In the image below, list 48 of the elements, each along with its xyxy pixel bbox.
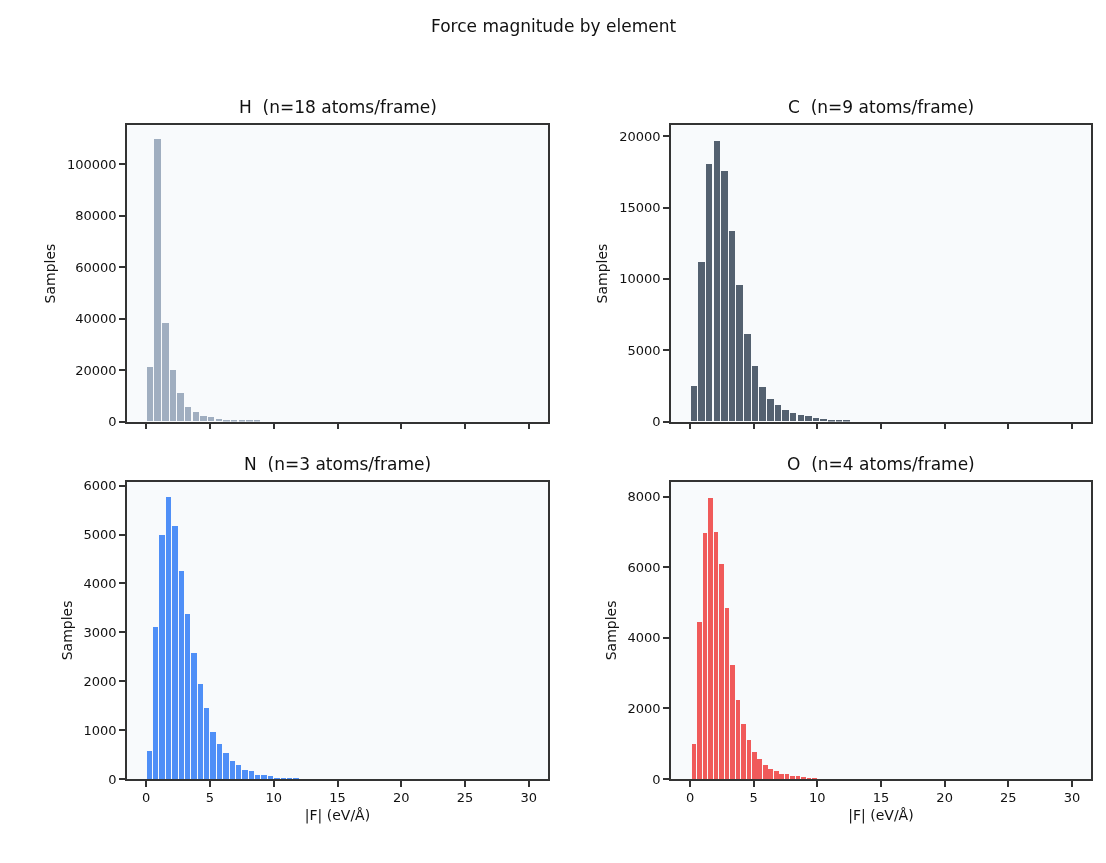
y-tick-label: 20000 — [619, 128, 661, 144]
x-tick-label: 15 — [329, 790, 346, 806]
y-tick-label: 6000 — [83, 478, 117, 494]
x-tick-label: 15 — [872, 790, 890, 806]
x-tick-label: 5 — [205, 790, 215, 806]
x-tick-label: 30 — [1063, 790, 1081, 806]
x-axis-title: |F| (eV/Å) — [848, 807, 914, 825]
y-tick-label: 2000 — [627, 700, 661, 716]
y-tick-label: 3000 — [83, 624, 117, 640]
y-tick-label: 20000 — [75, 362, 117, 378]
chart-title: N (n=3 atoms/frame) — [244, 454, 432, 474]
y-tick-label: 8000 — [627, 489, 661, 505]
y-tick-label: 0 — [652, 771, 661, 787]
x-tick-label: 25 — [456, 790, 474, 806]
text: Force magnitude by element — [431, 16, 677, 36]
x-tick-label: 20 — [936, 790, 953, 806]
x-tick-label: 0 — [142, 790, 151, 806]
y-tick-label: 4000 — [627, 630, 661, 646]
chart-title: H (n=18 atoms/frame) — [239, 97, 437, 117]
y-tick-label: 4000 — [83, 576, 117, 592]
y-axis-title: Samples — [594, 243, 611, 304]
y-tick-label: 60000 — [75, 259, 117, 275]
chart-title: C (n=9 atoms/frame) — [788, 97, 975, 117]
y-tick-label: 5000 — [627, 342, 661, 358]
x-tick-label: 30 — [520, 790, 538, 806]
y-tick-label: 100000 — [67, 156, 117, 172]
y-tick-label: 6000 — [627, 559, 661, 575]
x-axis-title: |F| (eV/Å) — [304, 807, 371, 825]
x-tick-label: 10 — [809, 790, 826, 806]
y-tick-label: 0 — [108, 414, 117, 430]
x-tick-label: 25 — [1000, 790, 1017, 806]
x-tick-label: 0 — [685, 790, 695, 806]
y-tick-label: 40000 — [75, 311, 117, 327]
y-axis-title: Samples — [42, 243, 59, 304]
y-tick-label: 10000 — [619, 271, 661, 287]
y-tick-label: 2000 — [83, 673, 117, 689]
y-axis-title: Samples — [58, 600, 75, 661]
chart-title: O (n=4 atoms/frame) — [787, 454, 975, 474]
y-tick-label: 15000 — [619, 200, 661, 216]
y-tick-label: 80000 — [75, 208, 117, 224]
y-tick-label: 5000 — [83, 527, 117, 543]
x-tick-label: 5 — [749, 790, 758, 806]
y-tick-label: 0 — [652, 414, 661, 430]
y-tick-label: 0 — [108, 771, 117, 787]
x-tick-label: 10 — [265, 790, 282, 806]
y-tick-label: 1000 — [83, 722, 117, 738]
x-tick-label: 20 — [393, 790, 410, 806]
y-axis-title: Samples — [602, 600, 619, 661]
